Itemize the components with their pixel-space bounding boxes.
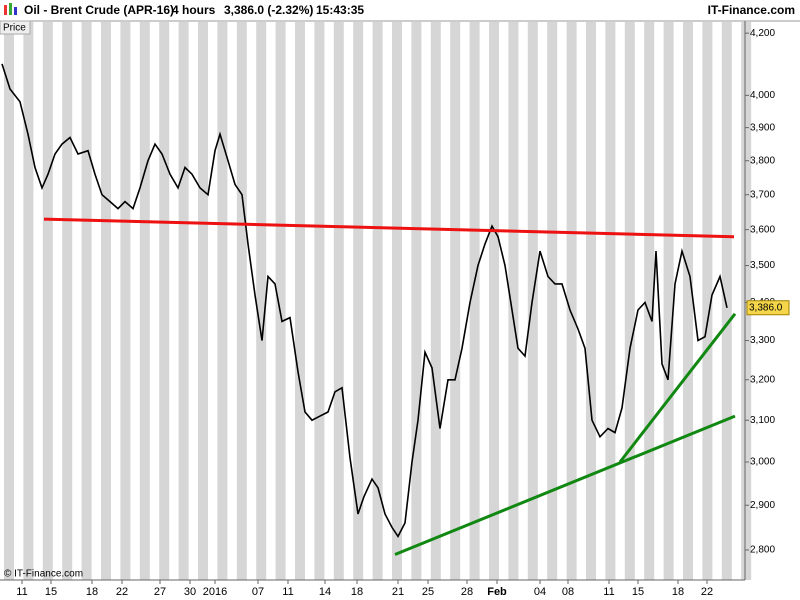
day-stripe [42,22,53,580]
day-stripe [566,22,577,580]
y-tick-label: 4,000 [750,90,775,101]
day-stripe [178,22,189,580]
chart-title: Oil - Brent Crude (APR-16) [24,3,174,17]
y-tick-label: 4,200 [750,28,775,39]
x-tick-label: 21 [392,586,404,598]
day-stripe [275,22,286,580]
day-stripe [721,22,732,580]
change: 3,386.0 (-2.32%) [224,3,313,17]
logo-bar [4,5,7,15]
day-stripe [547,22,558,580]
day-stripe [295,22,305,580]
x-tick-label: 22 [701,586,713,598]
y-tick-label: 3,300 [750,335,775,346]
day-stripe [469,22,480,580]
day-stripe [508,22,519,580]
day-stripe [159,22,170,580]
day-stripe [81,22,92,580]
x-tick-label: 15 [45,586,57,598]
day-stripes [4,22,752,580]
trendline [394,414,736,556]
x-tick-label: 11 [282,586,293,598]
brand: IT-Finance.com [708,3,795,17]
x-tick-label: 11 [16,586,27,598]
x-tick-label: 22 [116,586,128,598]
logo-bar [9,3,12,15]
day-stripe [605,22,616,580]
x-tick-label: Feb [487,586,507,598]
trendline [43,217,735,239]
x-tick-label: 30 [184,586,196,598]
panel-label-box [0,20,31,35]
x-tick-label: 14 [319,586,331,598]
x-tick-label: 11 [603,586,614,598]
y-tick-label: 3,800 [750,155,775,166]
day-stripe [139,22,150,580]
day-stripe [120,22,131,580]
x-tick-label: 28 [461,586,473,598]
y-tick-label: 2,800 [750,545,775,556]
day-stripe [624,22,635,580]
day-stripe [198,22,208,580]
x-tick-label: 27 [154,586,166,598]
x-tick-label: 04 [534,586,546,598]
x-tick-label: 18 [672,586,684,598]
day-stripe [644,22,655,580]
day-stripe [62,22,73,580]
day-stripe [101,22,111,580]
y-tick-label: 3,700 [750,189,775,200]
y-tick-label: 3,000 [750,457,775,468]
interval: 4 hours [172,3,216,17]
day-stripe [430,22,441,580]
y-tick-label: 3,100 [750,415,775,426]
day-stripe [217,22,228,580]
y-tick-label: 3,200 [750,374,775,385]
day-stripe [392,22,402,580]
day-stripe [489,22,499,580]
price-line [1,63,728,538]
last-price-label: 3,386.0 [749,302,783,313]
trendline [618,312,737,463]
logo-bar [14,7,17,15]
x-tick-label: 08 [562,586,574,598]
y-tick-label: 3,500 [750,260,775,271]
day-stripe [683,22,693,580]
day-stripe [663,22,674,580]
time: 15:43:35 [316,3,364,17]
y-tick-label: 3,900 [750,122,775,133]
last-price-box [746,300,790,316]
day-stripe [372,22,383,580]
panel-label: Price [3,23,26,34]
x-tick-label: 15 [632,586,644,598]
x-tick-label: 2016 [203,586,227,598]
day-stripe [23,22,34,580]
day-stripe [450,22,461,580]
day-stripe [314,22,325,580]
day-stripe [411,22,422,580]
day-stripe [702,22,713,580]
day-stripe [4,22,14,580]
day-stripe [236,22,247,580]
x-tick-label: 07 [252,586,264,598]
copyright: © IT-Finance.com [4,569,83,580]
x-tick-label: 18 [351,586,363,598]
day-stripe [741,22,752,580]
y-tick-label: 2,900 [750,500,775,511]
day-stripe [256,22,267,580]
day-stripe [353,22,364,580]
x-tick-label: 18 [86,586,98,598]
day-stripe [333,22,344,580]
x-tick-label: 25 [422,586,434,598]
y-tick-label: 3,600 [750,224,775,235]
day-stripe [586,22,596,580]
